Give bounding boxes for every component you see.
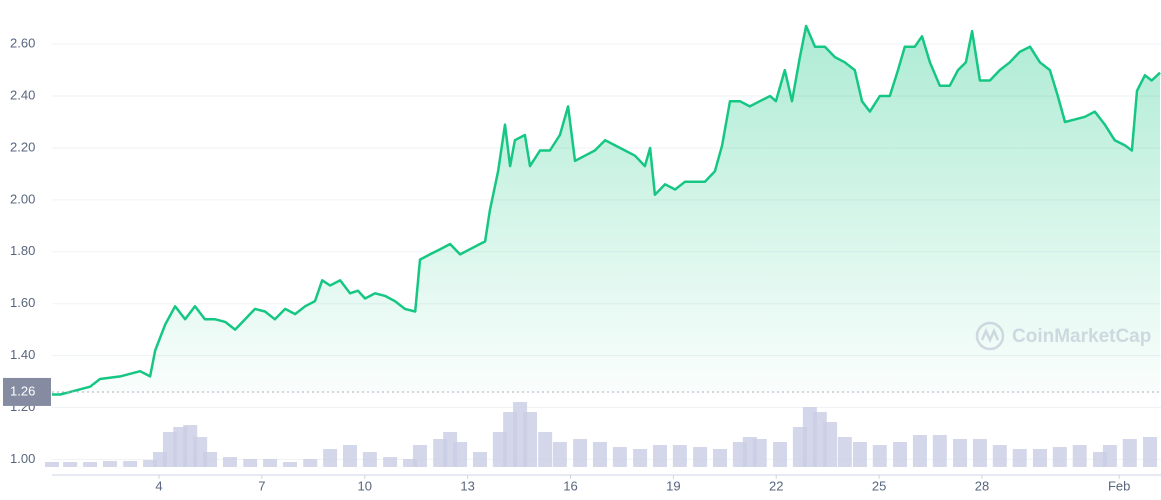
price-area (52, 26, 1160, 395)
volume-bar (222, 457, 237, 467)
volume-bar (282, 462, 297, 467)
y-tick-label: 2.40 (10, 87, 35, 102)
volume-bar (1032, 449, 1047, 467)
volume-bar (852, 442, 867, 467)
plot (52, 24, 1161, 396)
start-price-badge (3, 377, 51, 406)
y-tick-label: 1.80 (10, 243, 35, 258)
watermark-text: CoinMarketCap (1012, 326, 1151, 347)
volume-bar (652, 445, 667, 467)
x-tick-label: 4 (155, 478, 162, 493)
start-price-label: 1.26 (10, 383, 35, 398)
y-tick-label: 1.00 (10, 451, 35, 466)
volume-bar (837, 437, 852, 467)
volume-bar (592, 442, 607, 467)
y-tick-label: 2.60 (10, 36, 35, 51)
volume-bar (403, 459, 418, 467)
volume-bar (693, 447, 708, 467)
volume-bar (552, 442, 567, 467)
volume-bar (1102, 445, 1117, 467)
volume-bar (893, 442, 908, 467)
y-tick-label: 2.20 (10, 139, 35, 154)
volume-bar (83, 462, 98, 467)
volume-bar (523, 412, 538, 467)
volume-bar (1072, 445, 1087, 467)
volume-bar (383, 457, 398, 467)
x-tick-label: 10 (358, 478, 372, 493)
axes: 1.001.201.401.601.802.002.202.402.601.26… (3, 36, 1161, 493)
volume-bar (342, 445, 357, 467)
volume-bar (612, 447, 627, 467)
volume-bar (573, 439, 588, 467)
y-tick-label: 2.00 (10, 191, 35, 206)
volume-bar (1012, 449, 1027, 467)
volume (45, 402, 1158, 467)
volume-bar (823, 422, 838, 467)
y-tick-label: 1.40 (10, 347, 35, 362)
volume-bar (972, 439, 987, 467)
volume-bar (412, 445, 427, 467)
watermark: CoinMarketCap (975, 321, 1151, 351)
x-tick-label: 16 (563, 478, 577, 493)
watermark-logo (975, 321, 1005, 351)
volume-bar (362, 452, 377, 467)
volume-bar (633, 449, 648, 467)
volume-bar (263, 459, 278, 467)
volume-bar (912, 435, 927, 467)
volume-bar (102, 461, 117, 467)
volume-bar (932, 435, 947, 467)
volume-bar (672, 445, 687, 467)
volume-bar (752, 439, 767, 467)
x-tick-label: 25 (872, 478, 886, 493)
x-tick-label: 7 (258, 478, 265, 493)
volume-bar (303, 459, 318, 467)
x-tick-label: 19 (666, 478, 680, 493)
volume-bar (63, 462, 78, 467)
price-line (52, 24, 1161, 396)
volume-bar (1122, 439, 1137, 467)
volume-bar (1052, 447, 1067, 467)
volume-bar (773, 442, 788, 467)
volume-bar (243, 459, 258, 467)
x-tick-label: Feb (1108, 478, 1130, 493)
volume-bar (1143, 437, 1158, 467)
volume-bar (992, 445, 1007, 467)
volume-bar (453, 442, 468, 467)
volume-bar (953, 439, 968, 467)
volume-bar (45, 462, 59, 467)
x-tick-label: 28 (975, 478, 989, 493)
volume-bar (123, 461, 138, 467)
x-tick-label: 13 (460, 478, 474, 493)
volume-bar (872, 445, 887, 467)
volume-bar (713, 449, 728, 467)
x-tick-label: 22 (769, 478, 783, 493)
volume-bar (538, 432, 553, 467)
volume-bar (323, 449, 338, 467)
y-tick-label: 1.60 (10, 295, 35, 310)
volume-bar (143, 460, 158, 467)
volume-bar (203, 452, 218, 467)
watermark-logo-mark (980, 327, 1000, 344)
volume-bar (472, 452, 487, 467)
